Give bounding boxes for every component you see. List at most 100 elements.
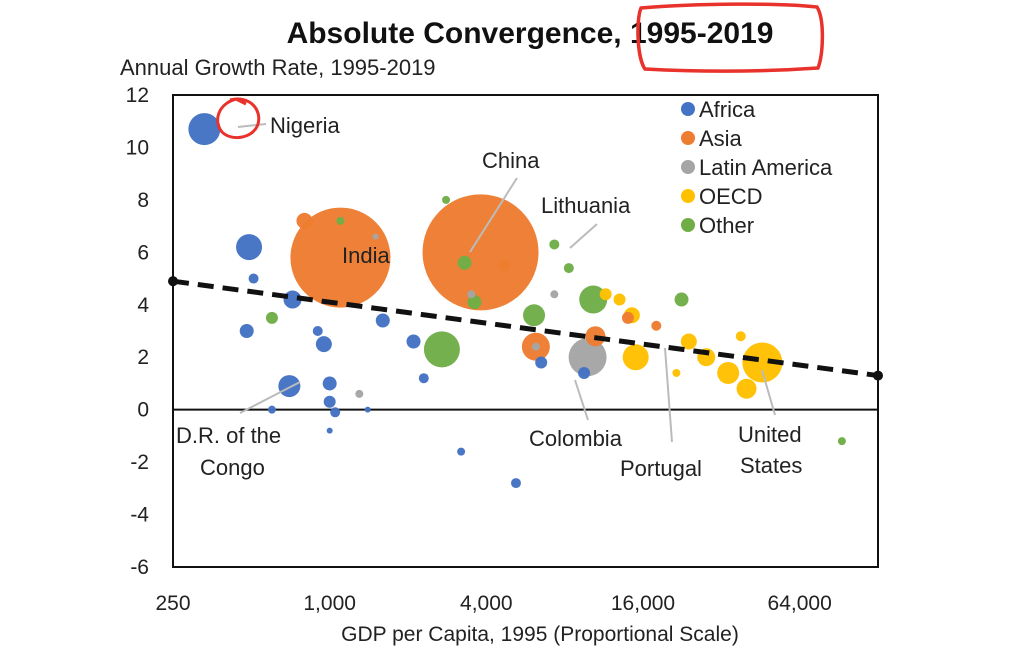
point-asia [498, 259, 511, 272]
point-other [837, 437, 846, 446]
plot-area [172, 94, 879, 568]
china-callout [469, 177, 518, 253]
point-africa [322, 376, 337, 391]
y-tick-label: 4 [137, 294, 149, 317]
point-latin-america [467, 290, 476, 299]
y-tick-label: -2 [130, 451, 149, 474]
x-tick-label: 1,000 [303, 592, 356, 615]
point-africa [406, 334, 421, 349]
point-africa [248, 273, 259, 284]
point-africa [375, 313, 390, 328]
lithuania-callout [569, 223, 598, 249]
point-asia [651, 320, 662, 331]
point-asia [422, 194, 539, 311]
point-africa [315, 336, 332, 353]
legend-label: OECD [699, 184, 763, 209]
colombia-callout [574, 379, 589, 421]
annotation-lithuania: Lithuania [541, 193, 631, 218]
y-axis-ticks: -6 -4 -2 0 2 4 6 8 10 12 [126, 84, 150, 579]
chart-subtitle: Annual Growth Rate, 1995-2019 [120, 55, 436, 80]
point-other [423, 331, 460, 368]
annotation-congo-line2: Congo [200, 455, 265, 480]
point-other [265, 311, 278, 324]
point-other [336, 216, 345, 225]
legend-marker [681, 160, 695, 174]
legend-label: Africa [699, 97, 756, 122]
y-tick-label: 0 [137, 399, 149, 422]
point-africa [418, 373, 429, 384]
trendline-endpoint [168, 276, 178, 287]
point-oecd [736, 378, 757, 399]
point-africa [236, 234, 263, 261]
annotation-united: United [738, 422, 802, 447]
annotation-portugal: Portugal [620, 456, 702, 481]
us-callout [761, 369, 776, 416]
point-africa [457, 447, 466, 456]
point-oecd [672, 368, 681, 377]
point-other [523, 304, 546, 327]
x-axis-ticks: 250 1,000 4,000 16,000 64,000 [155, 592, 831, 615]
point-latin-america [355, 389, 364, 398]
y-tick-label: 10 [126, 136, 149, 159]
y-tick-label: 12 [126, 84, 149, 107]
point-oecd [680, 333, 697, 350]
point-africa [510, 478, 521, 489]
legend-label: Asia [699, 126, 743, 151]
point-africa [535, 356, 548, 369]
x-axis-label: GDP per Capita, 1995 (Proportional Scale… [341, 623, 739, 646]
point-africa [312, 326, 323, 336]
trendline-endpoint [873, 370, 883, 381]
title-highlight-box [636, 2, 825, 73]
annotation-colombia: Colombia [529, 426, 623, 451]
legend-label: Latin America [699, 155, 833, 180]
legend-marker [681, 189, 695, 203]
point-africa [188, 113, 221, 146]
y-tick-label: 2 [137, 346, 149, 369]
point-africa [364, 406, 371, 413]
point-other [674, 292, 689, 307]
point-africa [267, 405, 276, 414]
point-oecd [622, 344, 649, 371]
point-oecd [613, 293, 626, 306]
portugal-callout [664, 347, 673, 443]
point-oecd [742, 342, 783, 383]
point-africa [578, 366, 591, 379]
point-oecd [717, 361, 740, 384]
annotation-congo-line1: D.R. of the [176, 423, 281, 448]
legend: Africa Asia Latin America OECD Other [681, 97, 833, 238]
point-africa [323, 395, 336, 408]
y-tick-label: -6 [130, 556, 149, 579]
point-other [442, 195, 451, 204]
trendline-group [168, 276, 883, 381]
point-africa [330, 407, 341, 418]
point-oecd [599, 288, 612, 301]
x-tick-label: 64,000 [768, 592, 832, 615]
trendline [172, 278, 879, 379]
point-other [563, 263, 574, 274]
y-tick-label: -4 [130, 504, 149, 527]
point-other [549, 239, 560, 250]
point-asia [296, 212, 313, 229]
point-latin-america [531, 342, 540, 351]
callout-lines [237, 123, 776, 443]
point-africa [326, 427, 333, 434]
point-other [467, 295, 482, 310]
annotation-china: China [482, 148, 540, 173]
congo-callout [239, 381, 301, 414]
point-africa [278, 375, 301, 398]
chart-title: Absolute Convergence, 1995-2019 [287, 17, 774, 50]
legend-label: Other [699, 213, 754, 238]
point-oecd [735, 331, 746, 342]
point-other [457, 255, 472, 270]
nigeria-highlight-circle [216, 97, 261, 140]
y-tick-label: 8 [137, 189, 149, 212]
point-latin-america [568, 338, 607, 377]
nigeria-callout [237, 123, 267, 128]
annotation-states: States [740, 453, 802, 478]
point-asia [290, 207, 391, 308]
legend-marker [681, 102, 695, 116]
legend-marker [681, 131, 695, 145]
point-latin-america [372, 233, 379, 240]
x-tick-label: 16,000 [611, 592, 675, 615]
